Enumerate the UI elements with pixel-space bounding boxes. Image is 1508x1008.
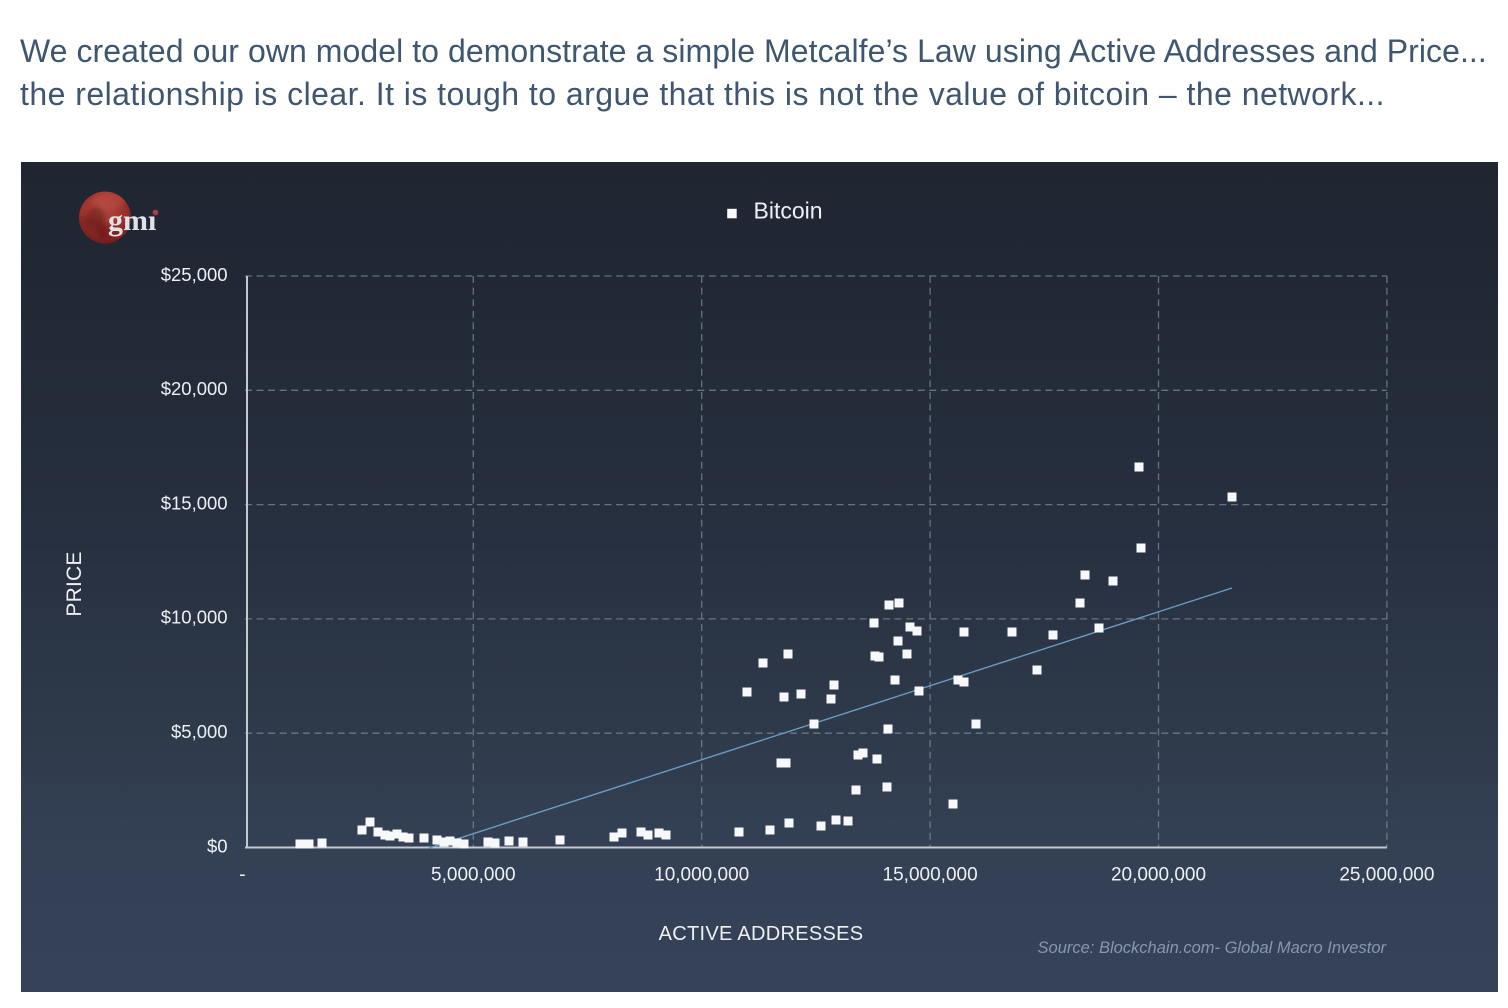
svg-text:gmı: gmı [108, 204, 156, 237]
svg-text:$20,000: $20,000 [161, 378, 228, 399]
svg-text:5,000,000: 5,000,000 [431, 864, 516, 885]
svg-text:Source: Blockchain.com- Global: Source: Blockchain.com- Global Macro Inv… [1038, 939, 1388, 957]
svg-text:Bitcoin: Bitcoin [754, 198, 823, 224]
svg-text:PRICE: PRICE [63, 551, 86, 616]
svg-text:20,000,000: 20,000,000 [1111, 864, 1206, 885]
svg-text:$0: $0 [207, 835, 228, 856]
svg-text:$5,000: $5,000 [171, 721, 228, 742]
svg-text:25,000,000: 25,000,000 [1339, 864, 1434, 885]
svg-text:ACTIVE ADDRESSES: ACTIVE ADDRESSES [659, 923, 864, 945]
svg-text:10,000,000: 10,000,000 [654, 864, 749, 885]
svg-text:15,000,000: 15,000,000 [883, 864, 978, 885]
svg-text:-: - [239, 864, 245, 885]
svg-text:$25,000: $25,000 [161, 264, 228, 285]
svg-text:$15,000: $15,000 [161, 492, 228, 513]
svg-text:$10,000: $10,000 [161, 607, 228, 628]
